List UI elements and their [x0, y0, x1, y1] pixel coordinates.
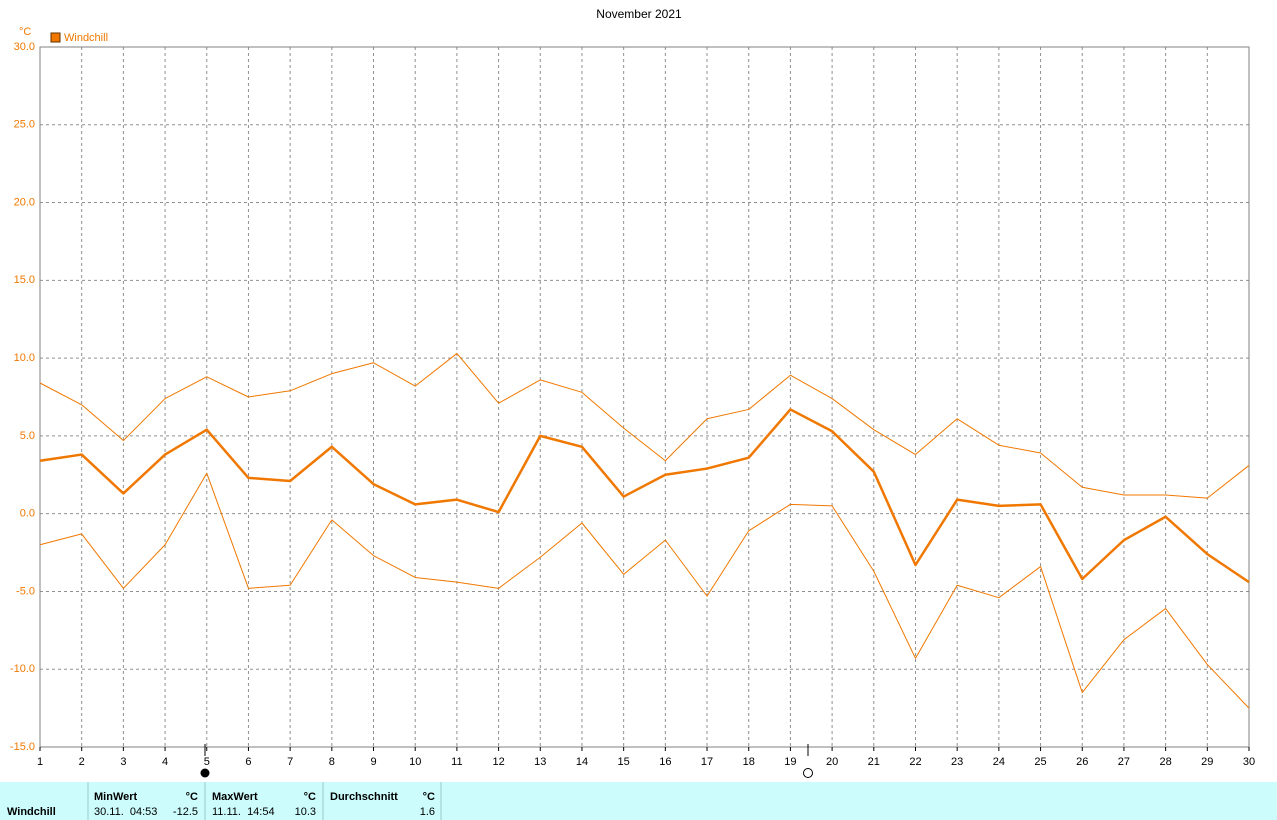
x-tick-label: 7 — [287, 756, 293, 768]
y-unit: °C — [19, 26, 31, 38]
x-tick-label: 28 — [1159, 756, 1171, 768]
x-tick-label: 19 — [784, 756, 796, 768]
y-tick-label: 20.0 — [14, 196, 35, 208]
y-tick-label: 5.0 — [20, 430, 35, 442]
avg-value: 1.6 — [420, 806, 435, 818]
series-line — [39, 408, 1250, 584]
x-tick-label: 3 — [120, 756, 126, 768]
x-tick-label: 14 — [576, 756, 588, 768]
col-unit: °C — [186, 791, 198, 803]
x-tick-label: 30 — [1243, 756, 1255, 768]
min-time: 30.11. 04:53 — [94, 806, 157, 818]
x-tick-label: 1 — [37, 756, 43, 768]
full-moon-icon — [200, 768, 210, 778]
new-moon-icon — [803, 768, 813, 778]
max-time: 11.11. 14:54 — [212, 806, 275, 818]
x-tick-label: 5 — [204, 756, 210, 768]
plot-frame — [39, 46, 1250, 748]
table-bg — [0, 782, 1277, 820]
series-line — [39, 472, 1250, 709]
legend-swatch — [50, 32, 61, 43]
y-tick-label: -15.0 — [10, 741, 35, 753]
x-tick-label: 21 — [868, 756, 880, 768]
col-header: Durchschnitt — [330, 791, 398, 803]
x-tick-label: 4 — [162, 756, 168, 768]
y-tick-label: -5.0 — [16, 585, 35, 597]
col-unit: °C — [304, 791, 316, 803]
x-tick-label: 27 — [1118, 756, 1130, 768]
x-tick-label: 6 — [245, 756, 251, 768]
y-tick-label: -10.0 — [10, 663, 35, 675]
col-unit: °C — [423, 791, 435, 803]
x-tick-label: 2 — [79, 756, 85, 768]
x-tick-label: 25 — [1034, 756, 1046, 768]
x-tick-label: 22 — [909, 756, 921, 768]
x-tick-label: 11 — [451, 756, 462, 768]
x-tick-label: 23 — [951, 756, 963, 768]
row-label: Windchill — [7, 806, 56, 818]
x-tick-label: 15 — [618, 756, 630, 768]
y-tick-label: 25.0 — [14, 119, 35, 131]
x-tick-label: 20 — [826, 756, 838, 768]
x-tick-label: 26 — [1076, 756, 1088, 768]
legend-label: Windchill — [64, 32, 108, 44]
x-tick-label: 13 — [534, 756, 546, 768]
x-tick-label: 18 — [743, 756, 755, 768]
min-value: -12.5 — [173, 806, 198, 818]
x-tick-label: 12 — [492, 756, 504, 768]
y-tick-label: 0.0 — [20, 508, 35, 520]
y-tick-label: 15.0 — [14, 274, 35, 286]
chart-title: November 2021 — [596, 7, 682, 21]
x-tick-label: 17 — [701, 756, 713, 768]
x-tick-label: 24 — [993, 756, 1005, 768]
x-tick-label: 10 — [409, 756, 421, 768]
max-value: 10.3 — [295, 806, 316, 818]
summary-table: Windchill MinWert °C 30.11. 04:53 -12.5 … — [0, 782, 1277, 820]
series-line — [39, 352, 1250, 499]
x-tick-label: 16 — [659, 756, 671, 768]
x-tick-label: 8 — [329, 756, 335, 768]
col-header: MaxWert — [212, 791, 258, 803]
y-tick-label: 10.0 — [14, 352, 35, 364]
y-tick-label: 30.0 — [14, 41, 35, 53]
x-tick-label: 29 — [1201, 756, 1213, 768]
col-header: MinWert — [94, 791, 138, 803]
x-tick-label: 9 — [370, 756, 376, 768]
